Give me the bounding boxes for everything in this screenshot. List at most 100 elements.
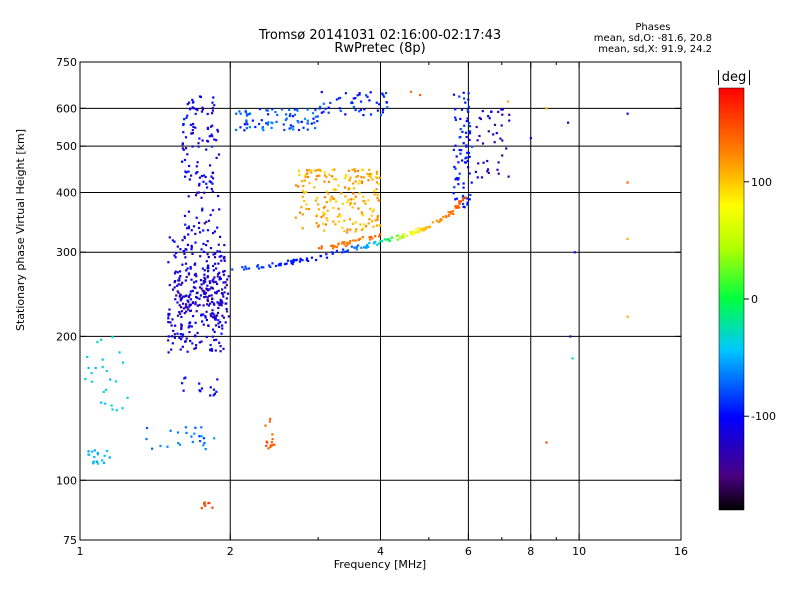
data-point xyxy=(329,101,332,104)
data-point xyxy=(478,116,481,119)
data-point xyxy=(289,124,292,127)
data-point xyxy=(214,280,217,283)
data-point xyxy=(183,235,186,238)
data-point xyxy=(185,337,188,340)
data-point xyxy=(210,294,213,297)
data-point xyxy=(189,293,192,296)
data-point xyxy=(179,348,182,351)
data-point xyxy=(311,112,315,115)
data-point xyxy=(191,342,194,345)
data-point xyxy=(421,229,424,232)
data-point xyxy=(338,107,341,110)
data-point xyxy=(297,121,300,124)
data-point xyxy=(185,147,188,150)
data-point xyxy=(305,191,308,194)
data-point xyxy=(176,245,179,248)
data-point xyxy=(167,261,170,264)
data-point xyxy=(186,227,189,230)
data-point xyxy=(350,198,353,201)
data-point xyxy=(368,172,372,176)
data-point xyxy=(368,99,371,102)
data-point xyxy=(212,302,215,305)
data-point xyxy=(218,255,221,258)
data-point xyxy=(212,278,215,281)
data-point xyxy=(176,290,179,293)
data-point xyxy=(416,231,419,234)
data-point xyxy=(314,109,317,112)
data-point xyxy=(90,372,93,375)
data-point xyxy=(185,275,188,279)
data-point xyxy=(227,315,230,318)
data-point xyxy=(476,176,479,179)
data-point xyxy=(189,321,192,324)
data-point xyxy=(224,281,227,284)
data-point xyxy=(447,211,450,214)
data-point xyxy=(190,278,193,281)
data-point xyxy=(196,109,199,112)
data-point xyxy=(355,248,358,251)
data-point xyxy=(315,178,318,181)
data-point xyxy=(226,278,229,281)
data-point xyxy=(181,333,185,336)
data-point xyxy=(414,228,418,231)
data-point xyxy=(282,123,285,126)
data-point xyxy=(379,224,382,227)
data-point xyxy=(492,133,495,136)
data-point xyxy=(211,309,214,312)
data-point xyxy=(385,92,388,95)
data-point xyxy=(368,218,371,221)
data-point xyxy=(315,258,318,262)
data-point xyxy=(346,241,349,244)
data-point xyxy=(151,447,154,450)
data-point xyxy=(181,147,184,150)
data-point xyxy=(192,225,196,228)
data-point xyxy=(217,319,220,322)
data-point xyxy=(452,213,455,216)
data-point xyxy=(487,171,490,174)
data-point xyxy=(281,108,284,111)
phase-stats-o: mean, sd,O: -81.6, 20.8 xyxy=(593,33,712,44)
data-point xyxy=(176,332,179,335)
data-point xyxy=(201,139,204,142)
data-point xyxy=(375,170,378,174)
data-point xyxy=(329,197,332,200)
data-point xyxy=(218,341,221,344)
data-point xyxy=(186,114,189,117)
data-point xyxy=(204,316,207,319)
data-point xyxy=(351,222,354,225)
data-point xyxy=(194,303,197,306)
data-point xyxy=(356,175,359,178)
data-point xyxy=(297,185,300,188)
data-point xyxy=(217,272,220,276)
data-point xyxy=(221,327,224,330)
data-point xyxy=(301,227,304,230)
data-point xyxy=(173,272,177,275)
data-point xyxy=(115,409,118,412)
data-point xyxy=(214,262,217,265)
data-point xyxy=(286,259,290,262)
data-point xyxy=(470,181,473,184)
data-point xyxy=(184,136,188,139)
data-point xyxy=(265,109,268,112)
data-point xyxy=(191,101,195,104)
data-point xyxy=(343,250,346,253)
data-point xyxy=(96,451,99,454)
data-point xyxy=(190,435,193,438)
data-point xyxy=(196,191,199,194)
axis-ticks: 1 2 4 6 8 10 16 75 100 200 300 400 500 600 750 xyxy=(56,56,688,558)
data-point xyxy=(173,333,176,336)
data-point xyxy=(442,215,445,218)
data-point xyxy=(468,138,471,141)
data-point xyxy=(204,504,207,507)
data-point xyxy=(285,262,288,265)
data-point xyxy=(347,169,350,172)
data-point xyxy=(211,112,214,115)
data-point xyxy=(368,236,371,239)
data-point xyxy=(184,426,187,429)
data-point xyxy=(385,101,388,104)
data-point xyxy=(201,106,204,109)
data-point xyxy=(458,148,461,152)
data-point xyxy=(274,110,277,114)
data-point xyxy=(303,199,306,203)
data-point xyxy=(221,301,224,304)
